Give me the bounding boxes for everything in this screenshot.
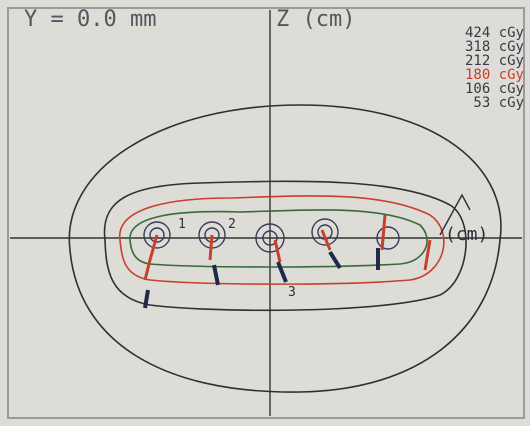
- x-axis-label: (cm): [445, 224, 488, 245]
- page: Y = 0.0 mm Z (cm) (cm) 1 2 3 424 cGy318 …: [0, 0, 530, 426]
- legend-entry: 53 cGy: [473, 95, 524, 111]
- seed-label: 1: [178, 217, 186, 232]
- plane-label: Y = 0.0 mm: [24, 7, 156, 32]
- seed-label: 2: [228, 217, 236, 232]
- paper: [0, 0, 530, 426]
- seed-label: 3: [288, 285, 296, 300]
- isodose-plot: Y = 0.0 mm Z (cm) (cm) 1 2 3 424 cGy318 …: [0, 0, 530, 426]
- axis-title: Z (cm): [276, 7, 355, 32]
